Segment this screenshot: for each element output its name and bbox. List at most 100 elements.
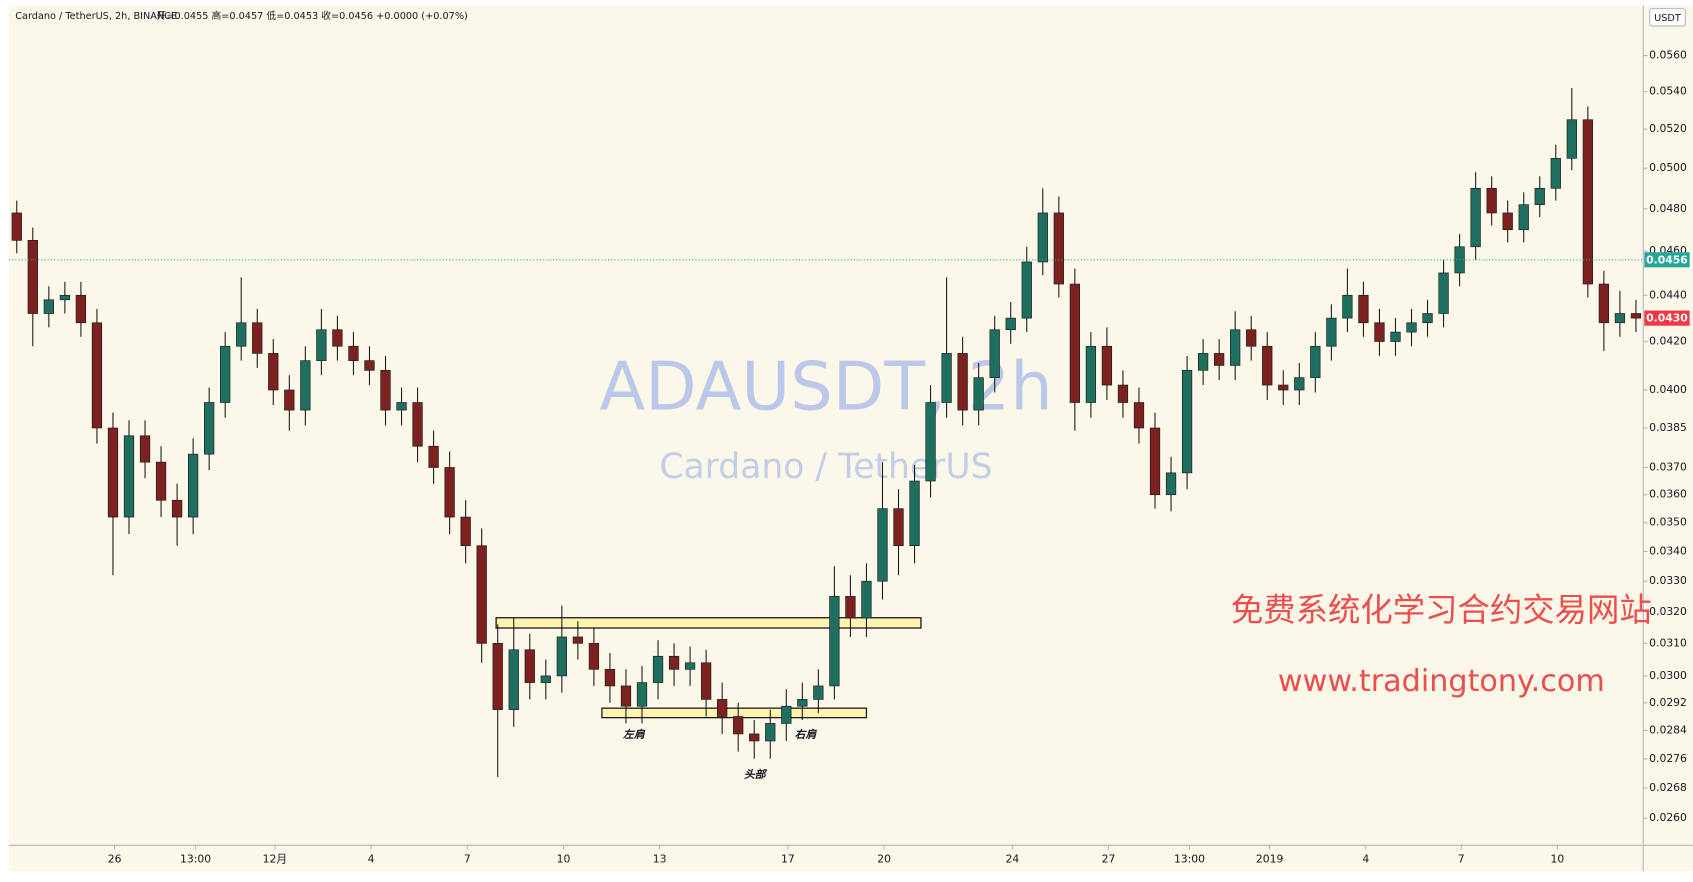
candle-body bbox=[1149, 427, 1161, 496]
candle-body bbox=[909, 480, 920, 547]
x-tick-label: 27 bbox=[1102, 852, 1116, 865]
x-tick-label: 10 bbox=[1551, 852, 1565, 865]
candle-body bbox=[1438, 272, 1449, 314]
candle-body bbox=[556, 636, 567, 677]
y-tick-label: 0.0440 bbox=[1649, 288, 1687, 301]
candle-body bbox=[700, 662, 712, 700]
candle-body bbox=[1454, 246, 1465, 274]
y-tick-label: 0.0340 bbox=[1649, 545, 1687, 558]
candle-body bbox=[781, 705, 792, 724]
candle-body bbox=[877, 508, 888, 582]
candle-body bbox=[1310, 345, 1321, 378]
candle-body bbox=[829, 596, 840, 687]
candle-body bbox=[1534, 187, 1545, 205]
candle-body bbox=[1502, 212, 1513, 231]
pattern-label: 左肩 bbox=[623, 728, 646, 741]
x-tick-label: 7 bbox=[464, 852, 471, 865]
candle-body bbox=[1262, 345, 1273, 386]
candle-body bbox=[220, 345, 231, 403]
candle-body bbox=[27, 240, 38, 314]
candle-body bbox=[508, 649, 519, 710]
candle-body bbox=[1630, 313, 1642, 319]
candle-body bbox=[1053, 212, 1064, 285]
x-tick-label: 17 bbox=[781, 852, 795, 865]
candle-body bbox=[1582, 119, 1593, 285]
candle-body bbox=[300, 360, 311, 411]
x-tick-label: 2019 bbox=[1256, 852, 1284, 865]
candle-body bbox=[1374, 322, 1385, 342]
candle-body bbox=[1406, 322, 1417, 333]
x-tick-label: 13:00 bbox=[180, 852, 211, 865]
candle-body bbox=[396, 402, 407, 411]
candle-body bbox=[620, 685, 632, 707]
candle-body bbox=[572, 636, 584, 644]
candle-body bbox=[652, 655, 664, 683]
candle-body bbox=[636, 682, 648, 707]
currency[interactable]: USDT bbox=[1654, 13, 1681, 24]
y-tick-label: 0.0500 bbox=[1649, 161, 1687, 174]
watermark: ADAUSDT, 2h bbox=[599, 347, 1052, 425]
pattern-label: 右肩 bbox=[795, 728, 818, 741]
candle-body bbox=[1342, 294, 1353, 319]
candle-body bbox=[155, 461, 167, 501]
promo-url: www.tradingtony.com bbox=[1278, 664, 1605, 699]
candle-body bbox=[1550, 158, 1561, 189]
y-tick-label: 0.0540 bbox=[1649, 85, 1687, 98]
candle-body bbox=[797, 699, 808, 707]
y-tick-label: 0.0360 bbox=[1649, 488, 1687, 501]
candle-body bbox=[1085, 345, 1097, 403]
candle-body bbox=[1278, 384, 1289, 391]
candle-body bbox=[1069, 283, 1080, 403]
candle-body bbox=[941, 353, 952, 403]
y-tick-label: 0.0350 bbox=[1649, 516, 1687, 529]
candle-body bbox=[524, 649, 535, 683]
candle-body bbox=[765, 723, 776, 742]
candle-body bbox=[1614, 313, 1626, 324]
y-tick-label: 0.0385 bbox=[1649, 421, 1687, 434]
candle-body bbox=[187, 453, 199, 518]
candle-body bbox=[1133, 402, 1145, 429]
candle-body bbox=[749, 733, 760, 742]
candle-body bbox=[1037, 212, 1048, 263]
x-tick-label: 24 bbox=[1005, 852, 1019, 865]
candle-body bbox=[11, 212, 22, 241]
candle-body bbox=[412, 402, 423, 447]
currency-box[interactable] bbox=[1649, 8, 1686, 27]
y-tick-label: 0.0400 bbox=[1649, 383, 1687, 396]
time-axis bbox=[8, 845, 1644, 872]
price-marker-tag bbox=[1644, 310, 1690, 326]
candle-body bbox=[1358, 294, 1369, 324]
candle-body bbox=[925, 402, 936, 482]
price-zone bbox=[495, 617, 922, 629]
candle-body bbox=[1598, 283, 1610, 324]
candle-body bbox=[364, 360, 375, 371]
candle-body bbox=[1021, 261, 1032, 319]
price-marker-label: 0.0430 bbox=[1646, 312, 1688, 325]
candle-body bbox=[813, 685, 824, 700]
candle-body bbox=[348, 345, 359, 361]
candle-body bbox=[1566, 119, 1577, 159]
candle-body bbox=[957, 353, 968, 411]
x-tick-label: 10 bbox=[557, 852, 571, 865]
y-tick-label: 0.0260 bbox=[1649, 811, 1687, 824]
y-tick-label: 0.0300 bbox=[1649, 669, 1687, 682]
y-tick-label: 0.0370 bbox=[1649, 460, 1687, 473]
candle-body bbox=[476, 545, 487, 644]
x-tick-label: 13:00 bbox=[1174, 852, 1205, 865]
candle-body bbox=[684, 662, 696, 670]
x-tick-label: 4 bbox=[368, 852, 375, 865]
y-tick-label: 0.0292 bbox=[1649, 696, 1687, 709]
candle-body bbox=[989, 329, 1000, 378]
candle-body bbox=[91, 322, 103, 429]
candle-body bbox=[588, 643, 600, 670]
candle-body bbox=[1214, 353, 1225, 366]
candle-body bbox=[1246, 329, 1257, 347]
last-price-tag bbox=[1644, 252, 1690, 268]
candle-body bbox=[540, 675, 551, 683]
y-tick-label: 0.0480 bbox=[1649, 202, 1687, 215]
price-axis bbox=[1643, 5, 1693, 872]
candle-body bbox=[1326, 317, 1337, 347]
candle-body bbox=[284, 389, 295, 411]
